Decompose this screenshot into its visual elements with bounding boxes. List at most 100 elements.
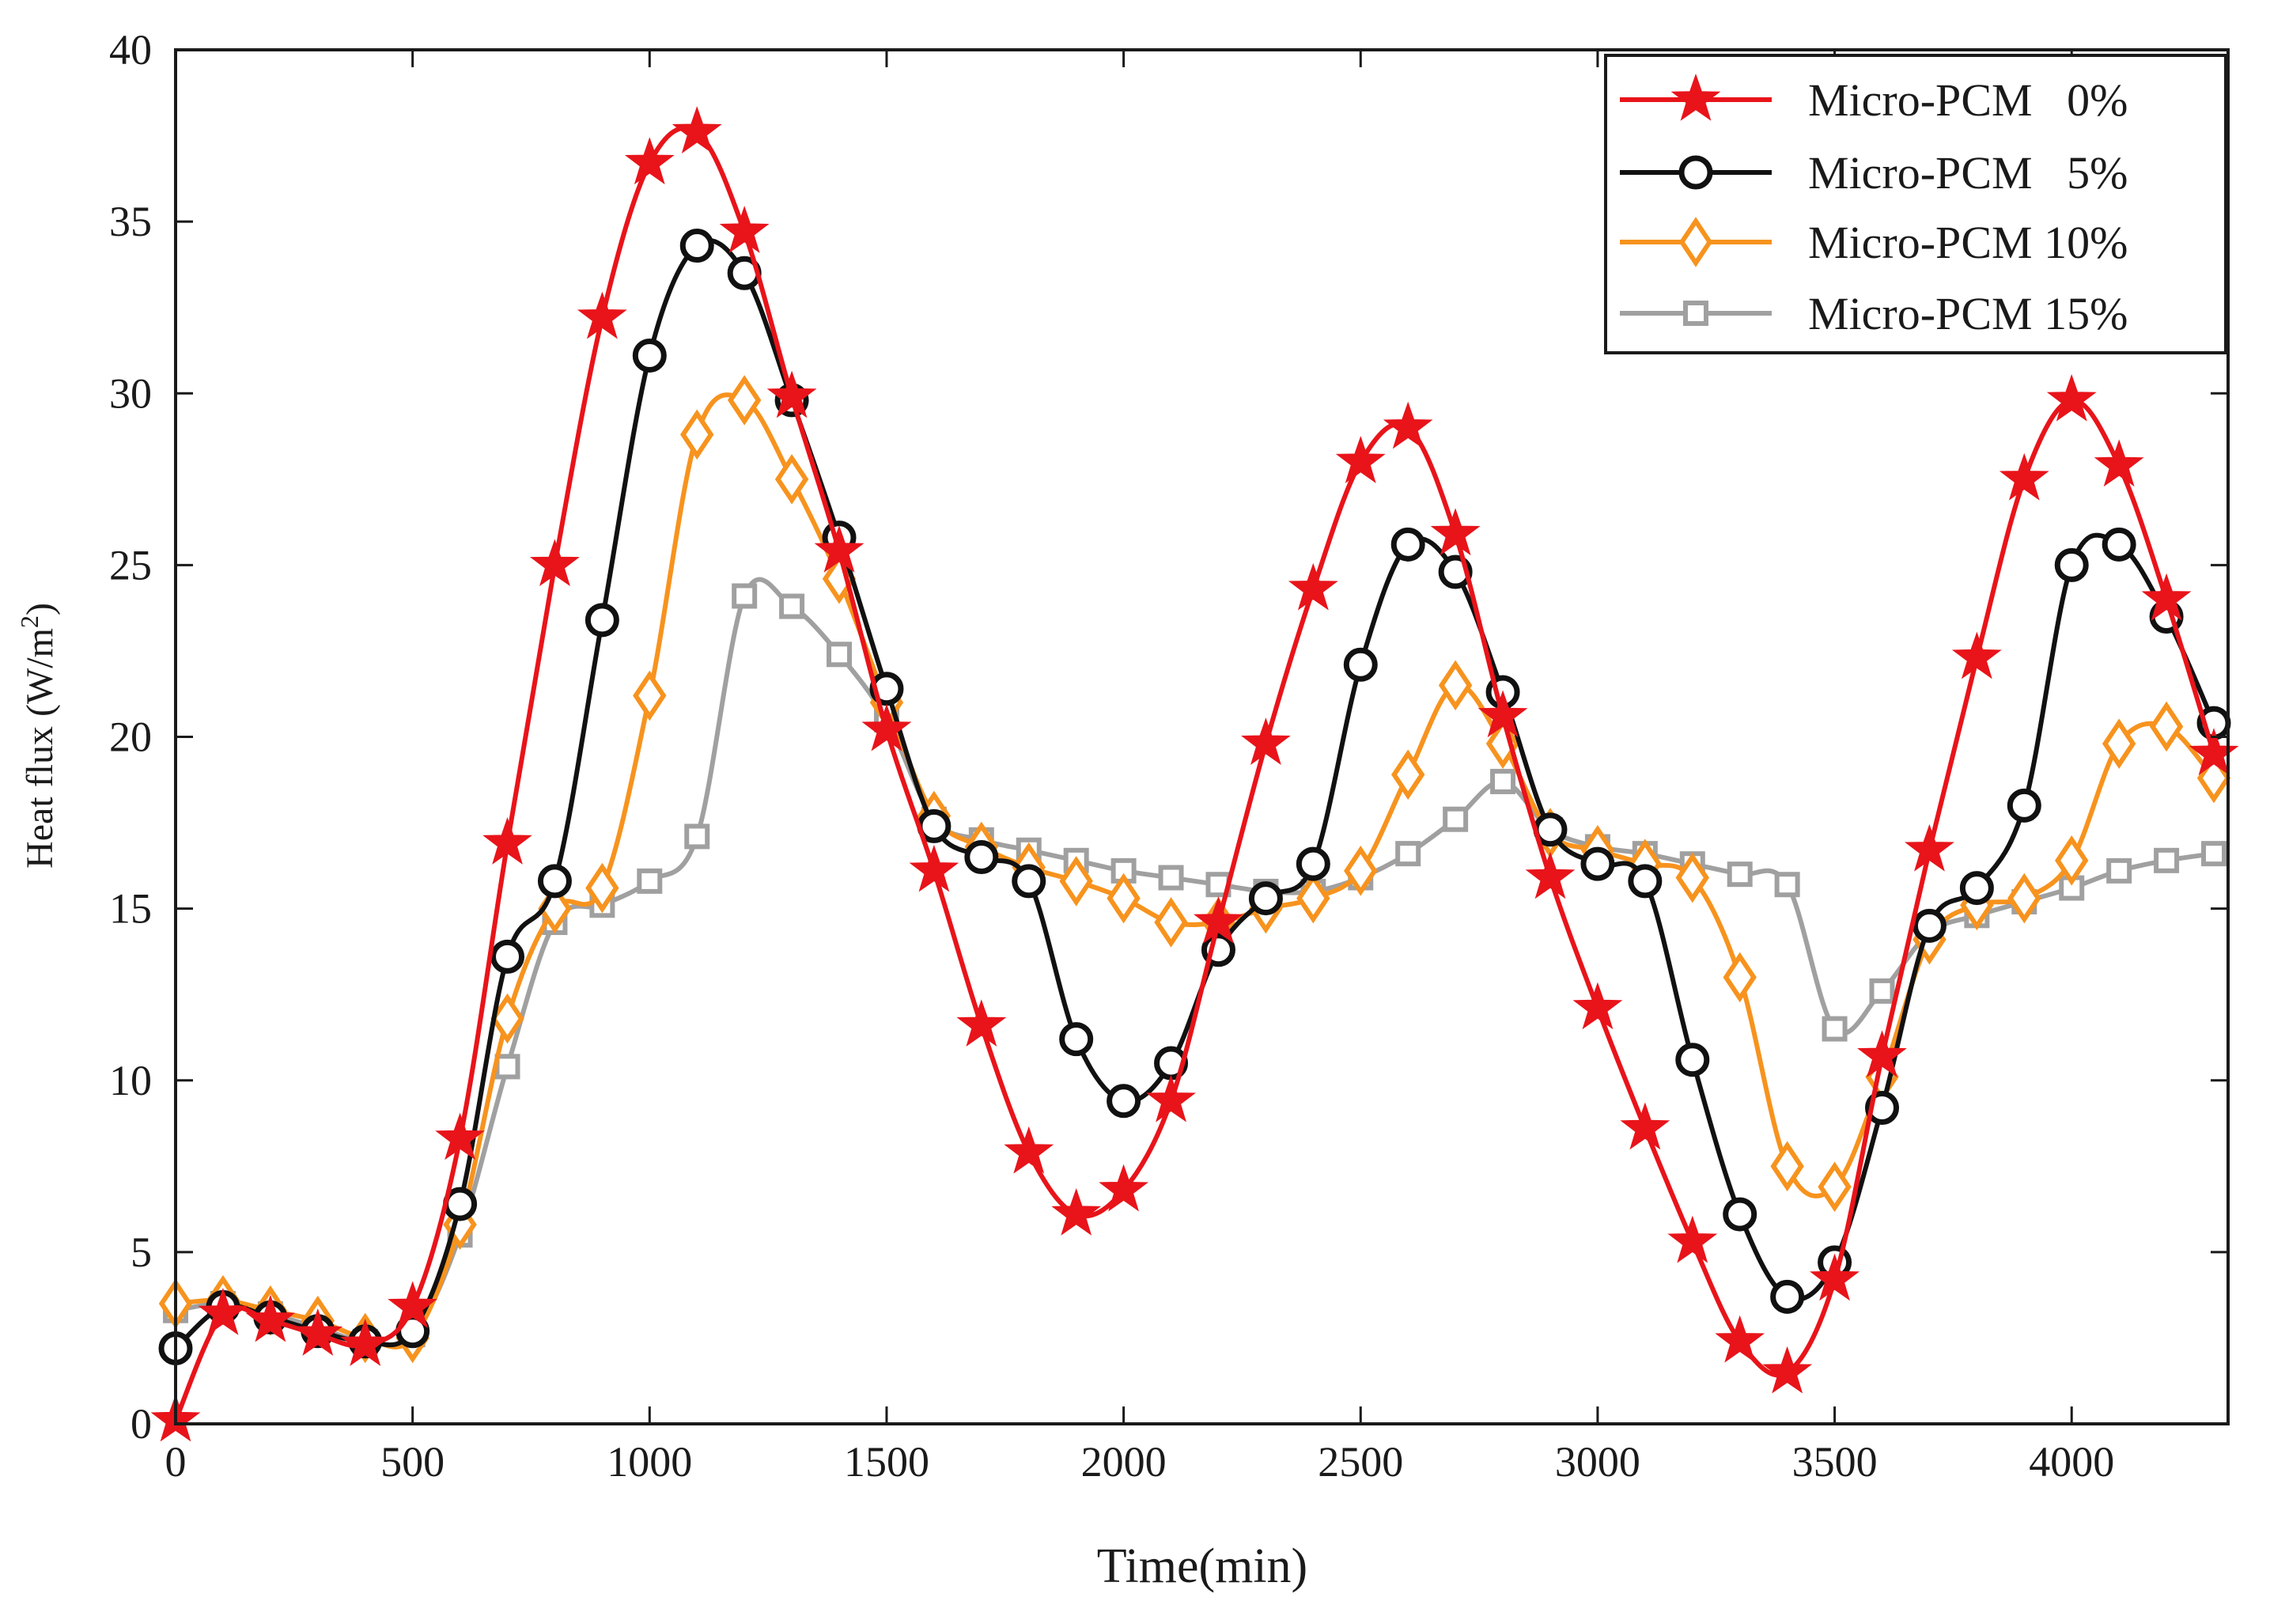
data-point-star <box>577 291 627 339</box>
legend-marker-circle <box>1678 155 1713 190</box>
data-point-circle <box>585 603 619 638</box>
legend-box <box>1604 54 2227 354</box>
data-point-circle <box>1675 1043 1710 1077</box>
data-point-star <box>530 539 580 587</box>
data-point-star <box>482 817 532 865</box>
data-point-star <box>814 524 864 573</box>
data-point-star <box>293 1308 343 1356</box>
y-tick-label: 25 <box>109 541 152 589</box>
x-tick-label: 3500 <box>1792 1438 1878 1486</box>
data-point-circle <box>1107 1084 1141 1119</box>
data-point-star <box>1241 717 1291 765</box>
data-point-square <box>637 868 663 894</box>
data-point-star <box>1951 631 2002 680</box>
data-point-circle <box>2007 788 2041 823</box>
x-tick-label: 2000 <box>1081 1438 1167 1486</box>
y-tick-label: 35 <box>109 198 152 245</box>
data-point-diamond <box>633 670 667 721</box>
data-point-diamond <box>680 409 714 460</box>
data-point-star <box>1477 690 1528 738</box>
data-point-diamond <box>1723 952 1757 1003</box>
data-point-diamond <box>490 993 524 1044</box>
data-point-star <box>1099 1164 1148 1212</box>
data-point-star <box>1335 436 1386 483</box>
data-point-diamond <box>1438 660 1473 711</box>
data-point-circle <box>2054 547 2089 582</box>
data-point-star <box>861 703 912 751</box>
y-tick-label: 30 <box>109 369 152 417</box>
data-point-star <box>624 137 675 185</box>
data-point-star <box>198 1287 248 1335</box>
legend-marker-star <box>1670 73 1721 121</box>
data-point-diamond <box>1059 856 1093 907</box>
data-point-star <box>1762 1346 1813 1394</box>
series-line <box>173 238 2216 1350</box>
data-point-star <box>2141 573 2192 621</box>
y-tick-label: 20 <box>109 714 152 761</box>
x-tick-label: 1500 <box>844 1438 929 1486</box>
data-point-square <box>1443 806 1469 832</box>
data-point-circle <box>490 939 525 974</box>
data-point-star <box>388 1281 438 1329</box>
y-axis-label-main: Heat flux (W/m <box>19 628 61 869</box>
data-point-circle <box>2102 527 2136 562</box>
data-point-star <box>1667 1215 1718 1263</box>
data-point-circle <box>1343 647 1378 682</box>
data-point-star <box>956 999 1007 1047</box>
x-tick-label: 3000 <box>1555 1438 1640 1486</box>
data-point-circle <box>1390 527 1425 562</box>
data-point-star <box>1004 1126 1054 1174</box>
data-point-circle <box>964 839 999 874</box>
data-point-star <box>435 1112 485 1160</box>
y-tick-label: 40 <box>109 26 152 74</box>
data-point-square <box>494 1054 520 1080</box>
legend-label: Micro-PCM 10% <box>1808 217 2128 268</box>
data-point-star <box>1193 895 1243 944</box>
data-point-star <box>672 106 722 153</box>
data-point-circle <box>1628 864 1663 899</box>
data-point-square <box>1727 861 1753 888</box>
data-point-diamond <box>727 375 762 426</box>
x-tick-label: 2500 <box>1318 1438 1403 1486</box>
data-point-star <box>1383 401 1433 449</box>
data-point-square <box>2154 847 2180 873</box>
legend-marker-diamond <box>1678 217 1713 267</box>
data-point-circle <box>1012 864 1046 899</box>
data-point-square <box>1869 978 1895 1004</box>
data-point-star <box>245 1294 296 1342</box>
data-point-star <box>1715 1315 1765 1363</box>
data-point-square <box>684 823 710 850</box>
data-point-star <box>719 206 770 253</box>
data-point-circle <box>537 864 572 899</box>
legend-label: Micro-PCM 15% <box>1808 288 2128 339</box>
series-line <box>173 125 2216 1421</box>
data-point-star <box>1288 562 1338 611</box>
y-tick-label: 5 <box>131 1228 152 1276</box>
data-point-star <box>1146 1074 1196 1122</box>
series-line <box>175 392 2216 1350</box>
legend-marker-square <box>1683 301 1708 326</box>
data-point-star <box>1572 982 1623 1030</box>
data-point-diamond <box>1390 749 1425 801</box>
y-tick-label: 10 <box>109 1057 152 1104</box>
data-point-circle <box>679 229 714 263</box>
y-tick-label: 15 <box>109 885 152 933</box>
axis-ticks: 0 500 1000 1500 2000 2500 3000 3500 4000 0 5 10 15 20… <box>109 26 2228 1486</box>
data-point-diamond <box>2149 701 2184 752</box>
data-point-square <box>1395 841 1421 867</box>
data-point-diamond <box>1154 897 1188 948</box>
data-point-star <box>1525 851 1576 899</box>
data-point-diamond <box>2007 873 2041 924</box>
data-point-star <box>1857 1030 1907 1078</box>
data-point-circle <box>1580 846 1615 881</box>
data-point-square <box>2201 841 2227 867</box>
x-tick-label: 4000 <box>2029 1438 2114 1486</box>
data-point-diamond <box>1344 846 1378 896</box>
data-point-square <box>2106 857 2132 884</box>
y-axis-label-close: ) <box>19 603 61 615</box>
y-axis-label-superscript: 2 <box>15 615 44 628</box>
data-point-star <box>1430 508 1481 556</box>
data-point-circle <box>1248 881 1283 916</box>
